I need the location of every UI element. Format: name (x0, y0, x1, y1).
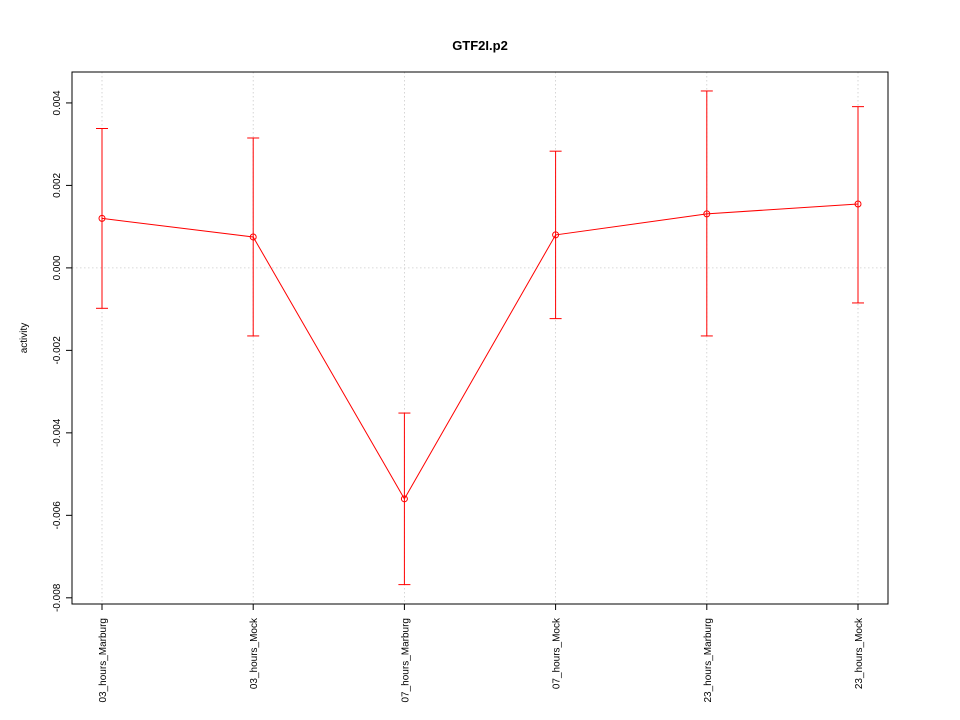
x-tick-label: 23_hours_Marburg (703, 618, 714, 703)
error-bar (549, 150, 562, 320)
plot-frame (71, 71, 889, 605)
data-point (703, 210, 711, 218)
x-tick-label: 03_hours_Mock (249, 617, 260, 689)
error-bar (398, 412, 411, 586)
x-tick-label: 03_hours_Marburg (98, 618, 109, 703)
x-tick-label: 07_hours_Marburg (400, 618, 411, 703)
data-point (98, 214, 106, 222)
x-tick-label: 23_hours_Mock (854, 617, 865, 689)
error-bar (852, 106, 864, 304)
x-tick-label: 07_hours_Mock (552, 617, 563, 689)
y-tick-label: -0.006 (52, 501, 63, 530)
data-point (249, 233, 257, 241)
error-bar (96, 127, 108, 309)
y-axis-label: activity (19, 323, 30, 354)
grid-layer (72, 72, 888, 604)
data-point (400, 495, 408, 503)
y-tick-label: -0.008 (52, 583, 63, 612)
chart-title: GTF2I.p2 (452, 38, 508, 53)
series-line (101, 203, 859, 500)
y-tick-label: 0.002 (52, 172, 63, 197)
y-tick-label: -0.004 (52, 418, 63, 447)
data-point (552, 231, 560, 239)
y-tick-label: 0.004 (52, 90, 63, 115)
y-tick-label: -0.002 (52, 336, 63, 365)
y-tick-label: 0.000 (52, 255, 63, 280)
axis-layer: -0.008 -0.006 -0.004 -0.002 0.000 0.002 0.004 0… (52, 90, 865, 703)
error-bar (700, 90, 713, 337)
series-layer (96, 90, 864, 586)
error-bar (247, 137, 260, 337)
data-point (854, 200, 862, 208)
